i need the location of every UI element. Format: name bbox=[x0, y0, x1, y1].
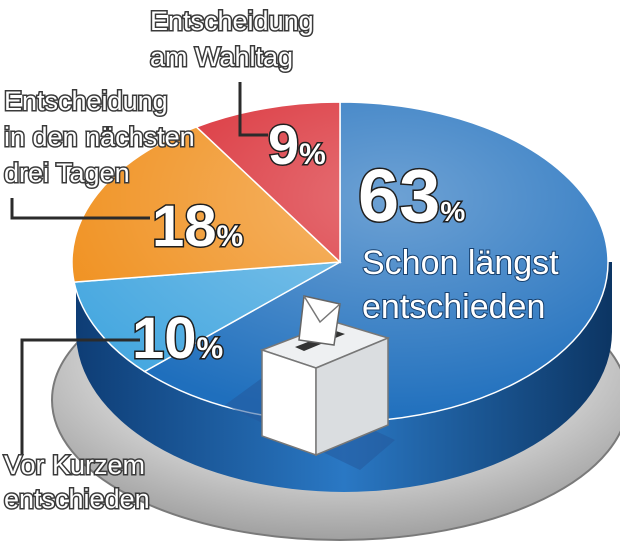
pct-label-18: 18% bbox=[152, 194, 243, 259]
pct-label-9: 9% bbox=[268, 113, 326, 176]
ballot-box-icon bbox=[225, 295, 395, 470]
label-wahltag: Entscheidung am Wahltag bbox=[150, 6, 321, 72]
pct-label-10: 10% bbox=[132, 306, 223, 371]
label-drei-tagen: Entscheidung in den nächsten drei Tagen bbox=[4, 86, 202, 188]
label-schon-laengst: Schon längst entschieden bbox=[362, 244, 568, 326]
leader-line-drei-tagen bbox=[10, 198, 150, 220]
leader-lines bbox=[10, 82, 268, 455]
pct-label-63: 63% bbox=[358, 154, 465, 237]
leader-line-vor-kurzem bbox=[20, 338, 140, 455]
leader-line-wahltag bbox=[238, 82, 268, 137]
label-vor-kurzem: Vor Kurzem entschieden bbox=[4, 450, 153, 514]
